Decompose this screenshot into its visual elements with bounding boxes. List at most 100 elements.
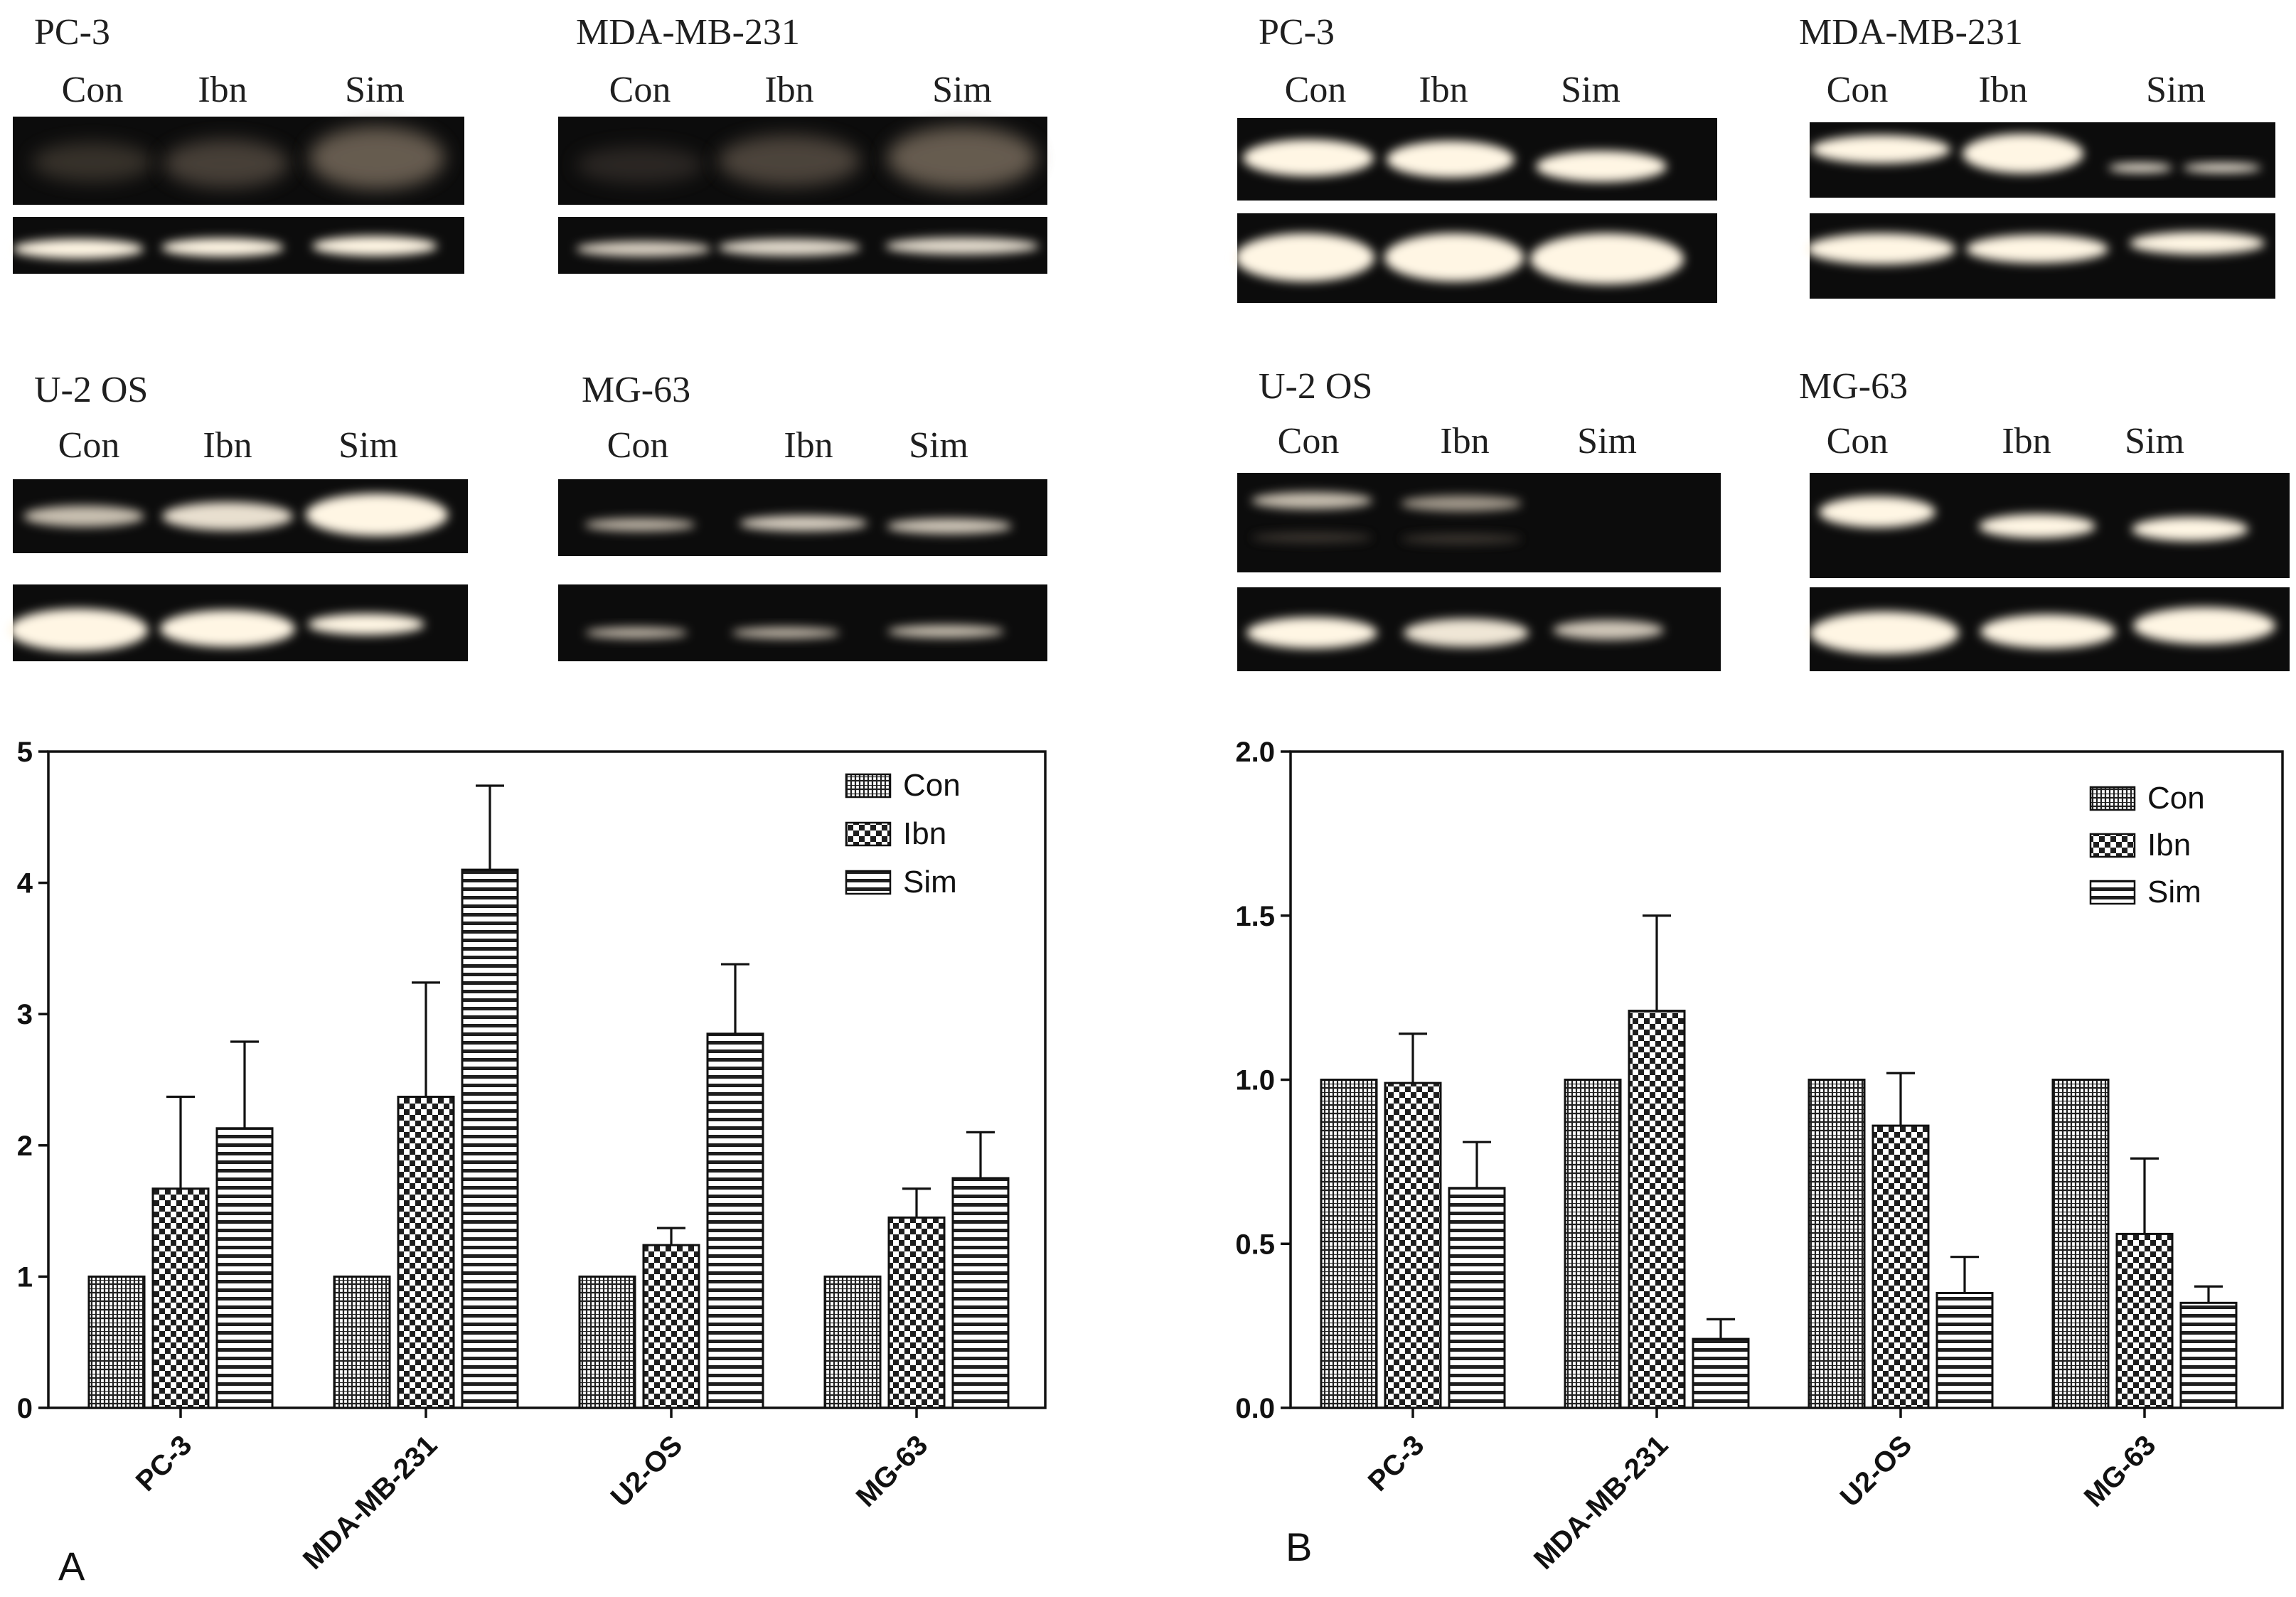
protein-band	[2130, 232, 2265, 255]
protein-band	[1553, 620, 1664, 640]
bar	[333, 1275, 391, 1409]
protein-band	[1530, 233, 1684, 284]
legend-swatch	[845, 870, 892, 895]
protein-band	[308, 614, 425, 635]
protein-band	[887, 625, 1004, 638]
bar-chart-b: 0.0 0.5 1.0 1.5 2.0 PC-3 MDA-MB-231 U2-OS MG-63 C…	[1235, 737, 2284, 1576]
protein-band	[1980, 614, 2115, 648]
plot-frame	[47, 750, 1047, 1409]
blot-lane-label: Sim	[909, 425, 968, 466]
protein-band	[1387, 141, 1515, 178]
bar	[397, 1095, 455, 1409]
bar	[1628, 1010, 1686, 1409]
y-tick-label: 0.5	[1235, 1229, 1275, 1260]
panel-letter: A	[58, 1544, 85, 1588]
bar	[461, 868, 519, 1409]
y-tick-label: 0	[17, 1393, 33, 1424]
x-category-label: U2-OS	[605, 1429, 689, 1513]
y-tick-label: 1	[17, 1261, 33, 1293]
x-category-label: U2-OS	[1835, 1429, 1918, 1513]
bar-chart-a: 0 1 2 3 4 5 PC-3 MDA-MB-231 U2-OS MG-63 Con Ibn Sim A	[17, 737, 1047, 1588]
blot-lane-label: Ibn	[784, 425, 833, 466]
protein-band	[887, 127, 1037, 189]
blot-lane-label: Con	[1278, 421, 1340, 461]
blot-mg63-a: MG-63 Con Ibn Sim	[558, 370, 1047, 661]
legend-swatch	[2089, 880, 2136, 905]
blot-lane-label: Sim	[1577, 421, 1637, 461]
legend-label: Sim	[2147, 875, 2201, 909]
blot-lane-label: Sim	[2125, 421, 2184, 461]
bar	[642, 1244, 700, 1409]
bar	[578, 1275, 636, 1409]
blot-lane-label: Sim	[2146, 70, 2206, 110]
legend-swatch	[2089, 786, 2136, 811]
protein-band	[309, 127, 444, 189]
protein-band	[161, 238, 284, 257]
legend-label: Ibn	[2147, 828, 2191, 862]
protein-band	[1404, 619, 1529, 647]
y-tick-label: 0.0	[1235, 1393, 1275, 1424]
protein-band	[9, 609, 148, 651]
blot-lane-label: Ibn	[1440, 421, 1489, 461]
blot-lane-label: Ibn	[203, 425, 252, 466]
blot-lane-label: Con	[1285, 70, 1347, 110]
y-tick-label: 4	[17, 868, 33, 899]
bar	[1935, 1291, 1994, 1409]
protein-band	[732, 627, 840, 639]
blot-u2os-b: U-2 OS Con Ibn Sim	[1237, 366, 1721, 671]
blot-lane-label: Con	[607, 425, 669, 466]
x-category-label: MDA-MB-231	[1528, 1429, 1675, 1576]
protein-band	[1246, 617, 1377, 648]
legend-label: Con	[2147, 781, 2205, 816]
blot-cell-label: MG-63	[1799, 366, 1908, 407]
bar	[1871, 1124, 1930, 1409]
gel-strip	[558, 584, 1047, 661]
blot-lane-label: Con	[609, 70, 671, 110]
protein-band	[164, 139, 289, 188]
protein-band	[1963, 134, 2083, 173]
protein-band	[2183, 163, 2261, 173]
panel-letter: B	[1286, 1524, 1312, 1569]
protein-band	[887, 518, 1012, 534]
blot-lane-label: Con	[1827, 421, 1889, 461]
bar	[951, 1177, 1010, 1409]
protein-band	[162, 502, 293, 530]
blot-cell-label: MDA-MB-231	[576, 12, 800, 53]
bar	[215, 1127, 274, 1409]
legend-swatch	[2089, 833, 2136, 858]
protein-band	[1536, 151, 1667, 182]
protein-band	[2133, 607, 2275, 644]
protein-band	[576, 146, 704, 183]
western-blot-panels: PC-3 Con Ibn Sim MDA-MB-231 Con Ibn Sim	[9, 12, 2290, 671]
gel-strip	[1237, 473, 1721, 572]
blot-lane-label: Con	[1827, 70, 1889, 110]
blot-lane-label: Ibn	[764, 70, 813, 110]
x-category-label: PC-3	[130, 1429, 198, 1497]
protein-band	[23, 506, 144, 527]
bar	[823, 1275, 882, 1409]
bar	[1808, 1079, 1866, 1409]
protein-band	[1235, 233, 1374, 282]
blot-lane-label: Ibn	[1978, 70, 2027, 110]
x-category-label: PC-3	[1362, 1429, 1431, 1497]
protein-band	[2108, 163, 2172, 173]
protein-band	[32, 142, 153, 182]
protein-band	[1251, 532, 1372, 543]
legend-label: Con	[903, 768, 961, 803]
y-tick-label: 2	[17, 1131, 33, 1162]
protein-band	[718, 239, 860, 256]
protein-band	[306, 493, 448, 536]
blot-lane-label: Sim	[345, 70, 405, 110]
blot-lane-label: Ibn	[2002, 421, 2051, 461]
protein-band	[1384, 233, 1524, 282]
bar	[1448, 1187, 1506, 1409]
y-tick-label: 3	[17, 999, 33, 1030]
blot-cell-label: PC-3	[1259, 12, 1335, 53]
protein-band	[576, 241, 711, 257]
blot-pc3-a: PC-3 Con Ibn Sim	[13, 12, 464, 274]
protein-band	[1810, 611, 1959, 654]
bar	[2051, 1079, 2110, 1409]
bar	[1692, 1337, 1750, 1409]
protein-band	[739, 516, 867, 531]
